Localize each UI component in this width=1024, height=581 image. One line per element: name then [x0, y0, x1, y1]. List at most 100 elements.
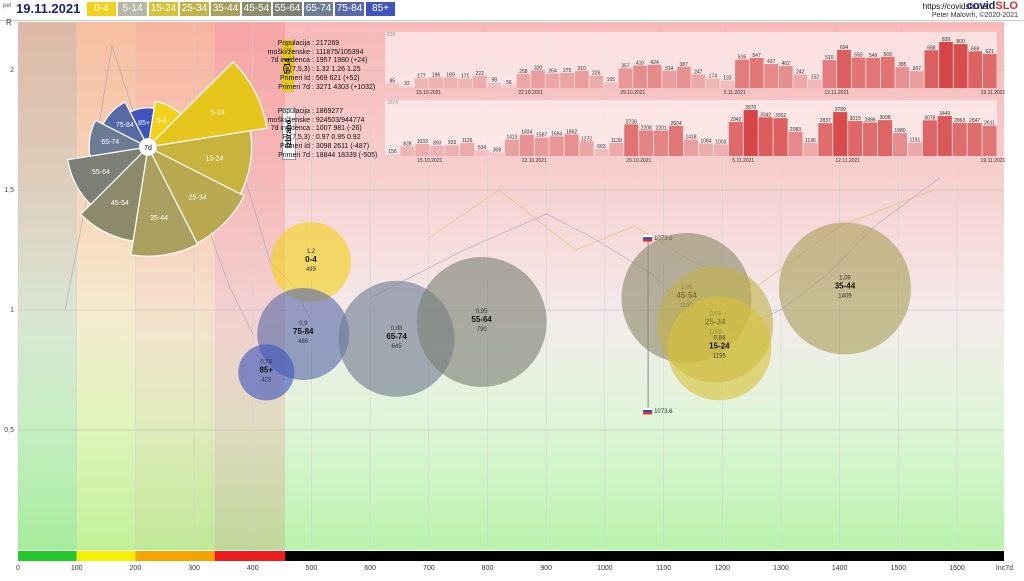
mini-bar-label: 56: [506, 80, 512, 86]
mini-chart-selected: 156 828 1033 893 933 1126 534 308 1413 1834 1587 16…: [385, 100, 1006, 164]
legend-tag-45-54[interactable]: 45-54: [242, 2, 271, 16]
mini-bar-label: 3789: [835, 107, 846, 113]
mini-bar-label: 1126: [462, 138, 473, 144]
mini-bar: [639, 130, 654, 156]
mini-bar: [415, 144, 430, 156]
x-tick-label: 1000: [597, 565, 613, 572]
info-key: Primeri Id: [280, 74, 310, 82]
mini-bar: [443, 77, 458, 88]
mini-bar: [609, 142, 624, 156]
mini-bar: [445, 145, 460, 156]
mini-chart-date: 29.10.2021: [626, 158, 651, 164]
bubble-incidence-value: 486: [298, 339, 309, 345]
info-key: moški/ženske: [267, 48, 310, 56]
mini-bar-label: 2847: [969, 118, 980, 124]
info-key: Primeri 7d: [278, 83, 310, 91]
mini-bar-label: 308: [493, 147, 502, 153]
mini-bar: [624, 124, 639, 156]
legend-tag-35-44[interactable]: 35-44: [211, 2, 240, 16]
mini-bar: [758, 117, 773, 156]
mini-bar-label: 2837: [820, 118, 831, 124]
mini-bar-label: 800: [956, 39, 965, 45]
mini-bar-label: 893: [433, 141, 442, 147]
mini-bar: [662, 70, 677, 88]
site-url[interactable]: https://covidslo.net: [922, 2, 989, 11]
info-value: : 924503/944774: [310, 116, 365, 124]
mini-bar: [560, 72, 575, 88]
mini-bar: [822, 60, 837, 88]
y-axis-label: R: [6, 18, 12, 27]
mini-bar-label: 516: [738, 55, 747, 61]
legend-tag-65-74[interactable]: 65-74: [304, 2, 333, 16]
mini-bar-label: 1587: [536, 133, 547, 139]
info-row: moški/ženske : 924503/944774: [234, 117, 377, 126]
mini-bar: [574, 71, 589, 88]
legend-tag-25-34[interactable]: 25-34: [180, 2, 209, 16]
mini-bar-label: 2886: [865, 118, 876, 124]
x-tick-label: 200: [130, 565, 142, 572]
info-value: : 18844 18339 (-505): [310, 151, 378, 159]
legend-tag-75-84[interactable]: 75-84: [335, 2, 364, 16]
bubble-0-4: [270, 222, 351, 302]
mini-bar: [385, 154, 400, 156]
y-tick-label: 2: [10, 67, 14, 74]
mini-bar: [414, 78, 429, 88]
x-tick-label: 1600: [949, 565, 965, 572]
mini-bar: [549, 136, 564, 156]
mini-bar: [589, 75, 604, 88]
legend-tag-5-14[interactable]: 5-14: [118, 2, 147, 16]
legend-tag-55-64[interactable]: 55-64: [273, 2, 302, 16]
mini-bar: [400, 146, 415, 156]
x-tick-label: 1500: [891, 565, 907, 572]
incidence-band-3: [214, 551, 286, 561]
mini-bar: [967, 123, 982, 156]
mini-bar-label: 133: [723, 76, 732, 82]
pie-slice-label: 35-44: [150, 215, 168, 222]
mini-bar: [458, 78, 473, 88]
bubble-r-value: 0,9: [299, 321, 308, 327]
info-key: Primeri Id: [280, 142, 310, 150]
mini-bar: [683, 139, 699, 156]
bubble-incidence-value: 423: [261, 377, 272, 383]
mini-bar: [939, 42, 953, 88]
mini-bar-label: 2863: [954, 118, 965, 124]
mini-bar-label: 3970: [745, 105, 756, 111]
legend-tag-0-4[interactable]: 0-4: [87, 2, 116, 16]
mini-bar: [647, 64, 662, 88]
mini-bar: [429, 77, 443, 88]
pie-slice-label: 65-74: [101, 139, 119, 146]
flag-blue: [643, 410, 653, 413]
legend-tag-15-24[interactable]: 15-24: [149, 2, 178, 16]
mini-bar: [895, 66, 910, 88]
x-tick-label: 1100: [656, 565, 671, 572]
mini-bar: [848, 121, 863, 156]
mini-bar: [504, 139, 519, 156]
mini-bar: [793, 74, 808, 88]
mini-chart-date: 22.10.2021: [518, 90, 543, 96]
mini-bar-label: 2604: [671, 121, 682, 127]
mini-bar: [953, 44, 968, 88]
mini-bar-label: 2083: [790, 127, 801, 133]
info-row: moški/ženske : 111875/105394: [234, 49, 375, 58]
pie-center-label: 7d: [144, 145, 152, 152]
mini-chart-date: 19.11.2021: [981, 158, 1006, 164]
x-tick-label: 1400: [832, 565, 848, 572]
mini-bar: [531, 70, 545, 88]
pie-slice-75-84: [102, 101, 150, 149]
mini-bar-label: 3098: [879, 115, 890, 121]
mini-bar-label: 307: [913, 66, 922, 72]
flag-red: [643, 239, 653, 242]
mini-bar: [877, 120, 893, 156]
mini-bar-label: 437: [767, 59, 776, 65]
info-row: Primeri Id : 569 621 (+52): [234, 75, 375, 84]
mini-bar: [399, 86, 414, 88]
x-axis-label: Inc7d: [996, 565, 1013, 572]
mini-bar-label: 314: [665, 66, 674, 72]
mini-bar-label: 258: [519, 69, 528, 75]
mini-bar-label: 1272: [581, 136, 592, 142]
legend-tag-85+[interactable]: 85+: [366, 2, 395, 16]
mini-bar: [472, 75, 487, 88]
mini-chart-date: 22.10.2021: [522, 158, 547, 164]
pie-slice-label: 25-34: [189, 195, 207, 202]
bubble-r-value: 0,74: [260, 359, 272, 365]
